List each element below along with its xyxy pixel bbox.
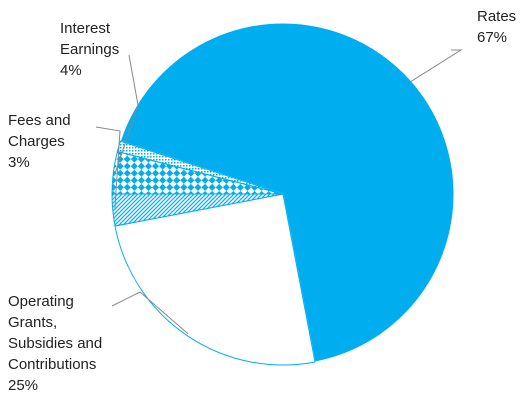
- data-label-fees-and-charges-value: 3%: [8, 154, 30, 171]
- leader-line-interest-earnings: [114, 54, 139, 173]
- leader-line-rates: [409, 49, 463, 83]
- data-label-operating-grants-subsidies-and-contributions-value: 25%: [8, 377, 38, 394]
- leader-line-fees-and-charges: [95, 126, 121, 210]
- data-label-operating-grants-subsidies-and-contributions-line-2: Grants,: [8, 314, 57, 331]
- data-label-interest-earnings-value: 4%: [60, 62, 82, 79]
- data-label-interest-earnings-line-1: Interest: [60, 20, 111, 37]
- pie-labels: Rates 67% Operating Grants, Subsidies and Con…: [8, 8, 516, 394]
- pie-slices: [111, 22, 455, 366]
- pie-slice-operating-grants-subsidies-and-contributions: [114, 193, 316, 366]
- data-label-rates-line-1: Rates: [477, 8, 516, 25]
- data-label-operating-grants-subsidies-and-contributions-line-3: Subsidies and: [8, 335, 102, 352]
- data-label-fees-and-charges-line-2: Charges: [8, 133, 65, 150]
- data-label-interest-earnings-line-2: Earnings: [60, 41, 119, 58]
- data-label-operating-grants-subsidies-and-contributions-line-1: Operating: [8, 293, 74, 310]
- data-label-fees-and-charges-line-1: Fees and: [8, 112, 71, 129]
- data-label-rates-value: 67%: [477, 29, 507, 46]
- leader-line-operating-grants-subsidies-and-contributions: [111, 291, 189, 335]
- data-label-operating-grants-subsidies-and-contributions-line-4: Contributions: [8, 356, 96, 373]
